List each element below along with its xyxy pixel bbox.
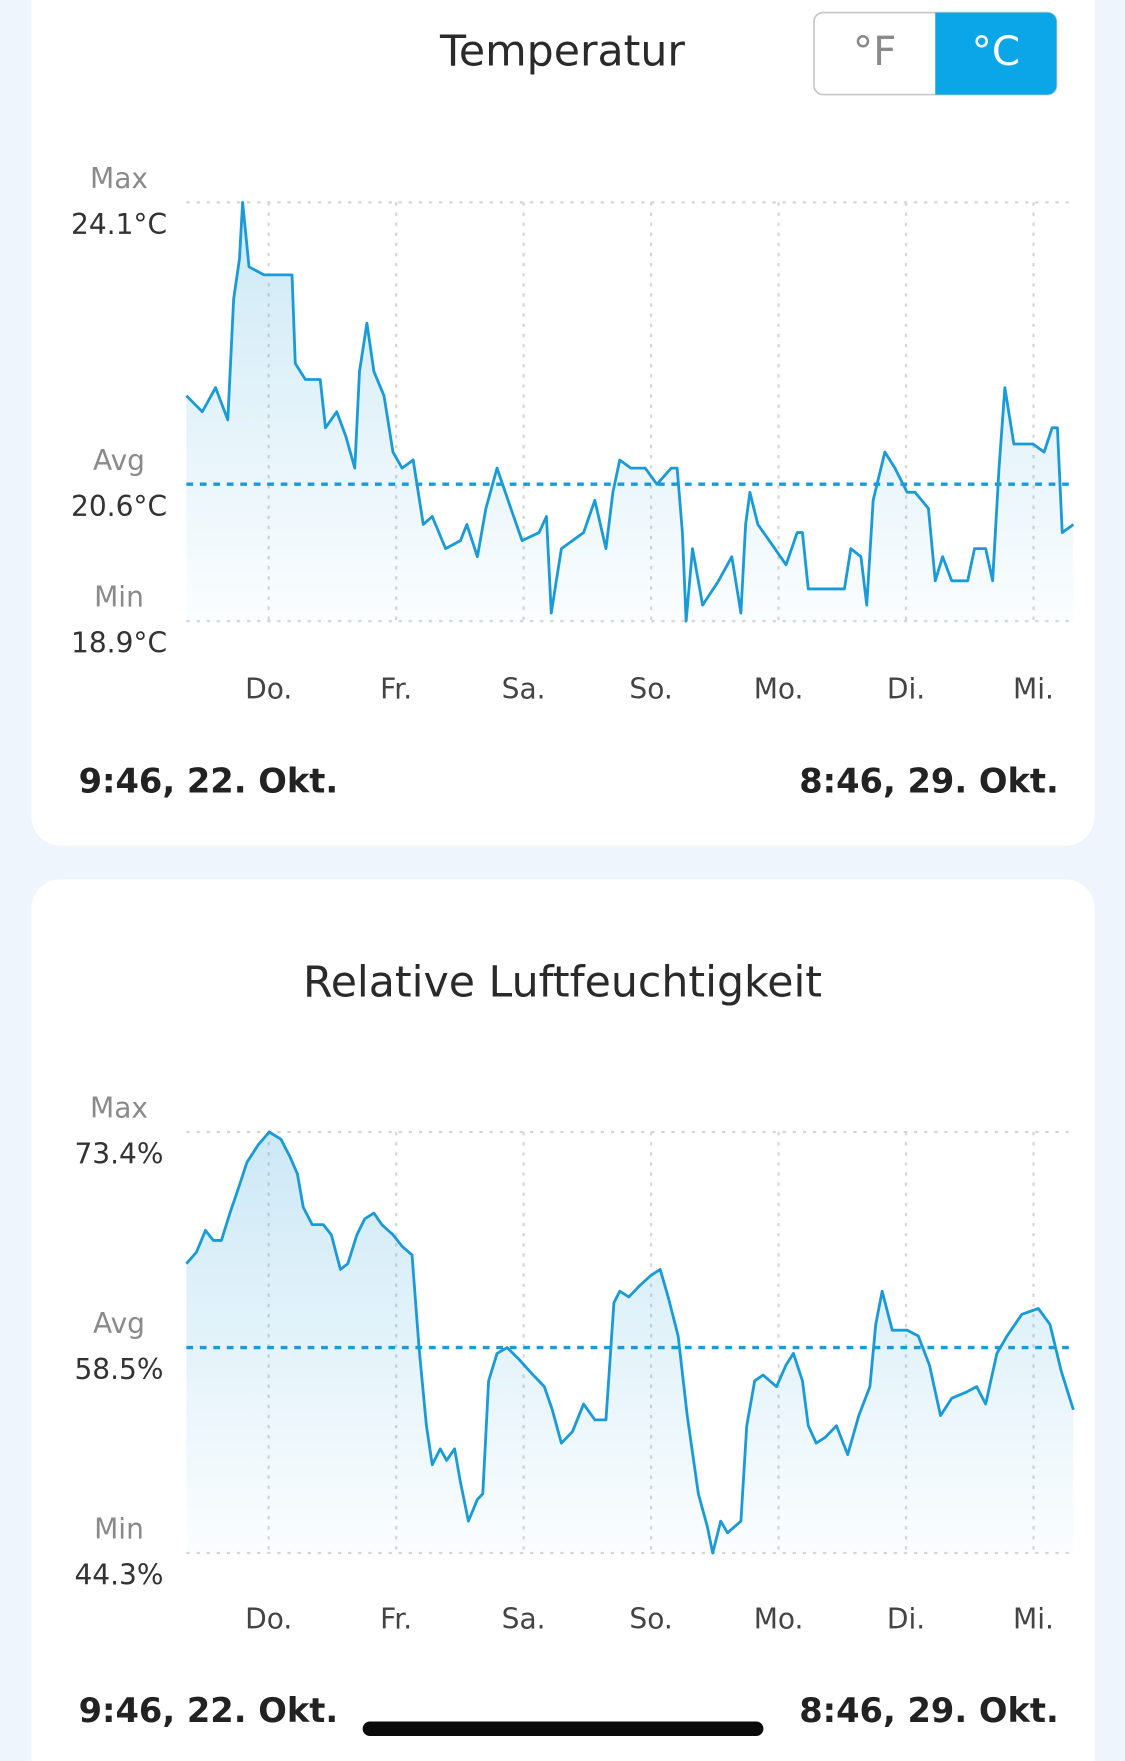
y-tick-label: 18.9°C: [71, 627, 167, 660]
y-tick-name: Max: [90, 1092, 148, 1125]
x-tick-label: Di.: [887, 673, 925, 706]
x-tick-label: So.: [629, 1602, 672, 1635]
y-tick-label: 44.3%: [74, 1559, 163, 1592]
y-tick-name: Avg: [93, 444, 145, 477]
y-tick-label: 58.5%: [74, 1353, 163, 1386]
y-tick-name: Max: [90, 162, 148, 195]
line: [185, 200, 1075, 623]
range-end: 8:46, 29. Okt.: [799, 761, 1059, 800]
range-start: 9:46, 22. Okt.: [79, 1691, 339, 1730]
y-tick-name: Avg: [93, 1307, 145, 1340]
toggle-label[interactable]: °C: [972, 27, 1020, 75]
x-tick-label: Mo.: [754, 1602, 804, 1635]
chart-title: Relative Luftfeuchtigkeit: [303, 957, 822, 1007]
y-tick-label: 73.4%: [74, 1138, 163, 1171]
line: [185, 1130, 1075, 1555]
home-indicator: [362, 1721, 764, 1737]
x-tick-label: Mo.: [754, 673, 804, 706]
chart-title: Temperatur: [439, 27, 685, 77]
x-tick-label: Do.: [245, 1602, 292, 1635]
x-tick-label: Fr.: [380, 1602, 412, 1635]
x-tick-label: So.: [629, 673, 672, 706]
y-tick-name: Min: [94, 1513, 144, 1546]
x-tick-label: Sa.: [502, 673, 546, 706]
y-tick-name: Min: [94, 581, 144, 614]
x-tick-label: Di.: [887, 1602, 925, 1635]
range-start: 9:46, 22. Okt.: [79, 761, 339, 800]
range-end: 8:46, 29. Okt.: [799, 1691, 1059, 1730]
x-tick-label: Do.: [245, 673, 292, 706]
toggle-label[interactable]: °F: [853, 27, 896, 75]
area: [186, 202, 1074, 622]
x-tick-label: Mi.: [1013, 673, 1054, 706]
card: [31, 0, 1095, 846]
y-tick-label: 24.1°C: [71, 208, 167, 241]
y-tick-label: 20.6°C: [71, 490, 167, 523]
x-tick-label: Fr.: [380, 673, 412, 706]
area: [186, 1131, 1074, 1554]
unit-toggle[interactable]: °F °C: [813, 11, 1058, 96]
toggle-option[interactable]: [935, 12, 1057, 95]
x-tick-label: Sa.: [502, 1602, 546, 1635]
x-tick-label: Mi.: [1013, 1602, 1054, 1635]
